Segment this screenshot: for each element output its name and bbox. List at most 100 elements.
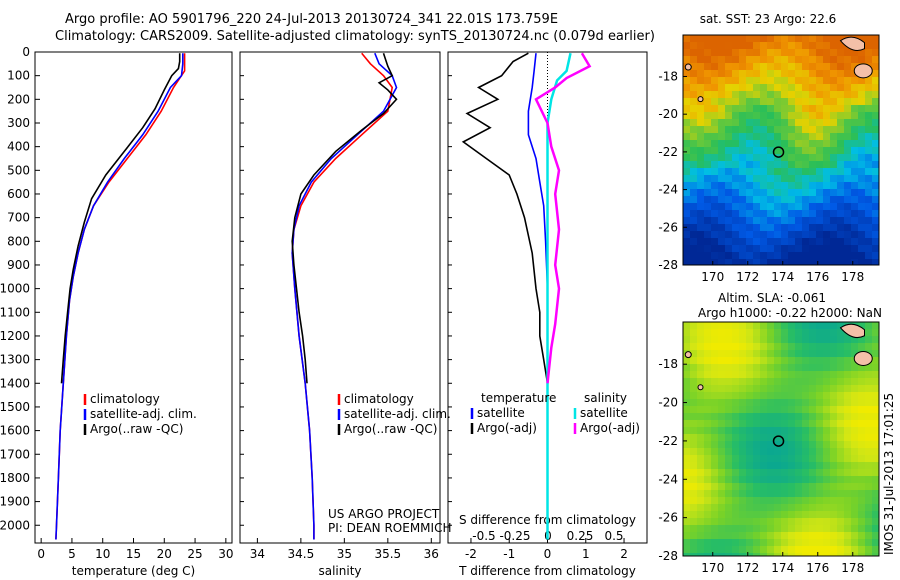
map-cell [704,91,711,98]
map-cell [830,154,837,161]
map-cell [830,98,837,105]
map-cell [767,84,774,91]
map-cell [795,182,802,189]
map-cell [697,231,704,238]
map-cell [725,161,732,168]
map-cell [858,371,865,378]
map-cell [746,504,753,511]
map-cell [795,490,802,497]
map-cell [774,441,781,448]
map-cell [823,441,830,448]
sla-map-title: Altim. SLA: -0.061 [718,291,826,305]
map-cell [690,385,697,392]
map-cell [816,203,823,210]
map-cell [823,378,830,385]
x-tick-label: 0 [544,547,552,561]
map-cell [837,112,844,119]
map-cell [690,189,697,196]
map-cell [781,77,788,84]
map-cell [809,245,816,252]
map-cell [683,322,690,329]
map-cell [816,350,823,357]
map-cell [739,133,746,140]
map-cell [809,154,816,161]
map-cell [851,126,858,133]
map-x-tick-label: 176 [806,561,829,575]
map-cell [816,196,823,203]
map-cell [718,462,725,469]
map-cell [760,252,767,259]
map-cell [739,539,746,546]
map-cell [851,469,858,476]
map-cell [816,105,823,112]
map-cell [858,140,865,147]
y-tick-label: 200 [7,92,30,106]
map-cell [795,504,802,511]
map-cell [746,49,753,56]
map-cell [725,119,732,126]
map-cell [830,483,837,490]
map-cell [809,371,816,378]
map-cell [823,406,830,413]
map-cell [725,112,732,119]
map-cell [704,497,711,504]
map-cell [788,259,795,265]
map-cell [746,546,753,553]
map-cell [809,385,816,392]
map-cell [725,238,732,245]
map-cell [830,420,837,427]
map-cell [746,420,753,427]
map-cell [802,539,809,546]
map-cell [851,343,858,350]
map-cell [823,399,830,406]
map-cell [711,175,718,182]
map-cell [690,182,697,189]
map-cell [739,245,746,252]
map-cell [774,385,781,392]
map-cell [760,399,767,406]
map-cell [816,63,823,70]
map-cell [802,217,809,224]
map-cell [844,553,851,556]
map-cell [823,63,830,70]
y-tick-label: 1300 [0,353,30,367]
map-cell [851,189,858,196]
y-tick-label: 1800 [0,471,30,485]
legend-group-heading: temperature [481,391,556,405]
map-cell [718,189,725,196]
map-cell [837,392,844,399]
map-cell [872,350,879,357]
map-cell [802,378,809,385]
map-cell [872,329,879,336]
map-cell [837,413,844,420]
map-cell [802,553,809,556]
map-cell [753,518,760,525]
map-cell [802,427,809,434]
map-cell [802,203,809,210]
map-cell [837,133,844,140]
y-tick-label: 1700 [0,447,30,461]
map-cell [725,476,732,483]
map-cell [858,553,865,556]
map-cell [711,546,718,553]
map-cell [844,434,851,441]
map-cell [844,392,851,399]
map-cell [732,371,739,378]
map-cell [732,350,739,357]
map-cell [718,196,725,203]
map-cell [718,105,725,112]
map-cell [788,63,795,70]
map-cell [767,210,774,217]
map-cell [837,406,844,413]
map-cell [690,175,697,182]
map-cell [788,175,795,182]
map-y-tick-label: -24 [658,472,678,486]
map-cell [725,511,732,518]
map-cell [844,217,851,224]
map-cell [795,350,802,357]
map-cell [725,189,732,196]
map-cell [858,455,865,462]
map-cell [767,427,774,434]
map-cell [844,399,851,406]
map-cell [683,553,690,556]
